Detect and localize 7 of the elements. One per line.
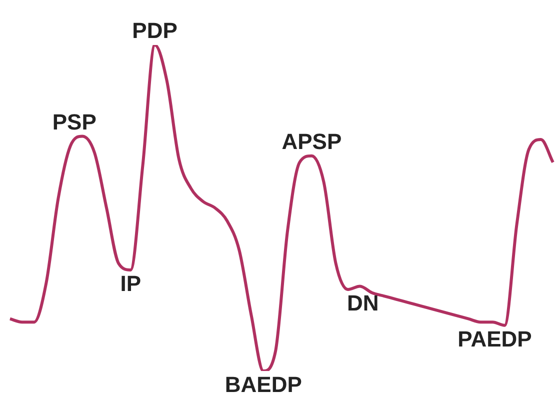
annotation: IP <box>120 271 142 296</box>
annotation: DN <box>346 290 379 316</box>
annotation: APSP <box>282 128 342 154</box>
annotation: PSP <box>52 109 96 134</box>
annotation: BAEDP <box>224 372 302 398</box>
annotation: PAEDP <box>458 326 532 352</box>
annotation: PDP <box>132 18 178 44</box>
